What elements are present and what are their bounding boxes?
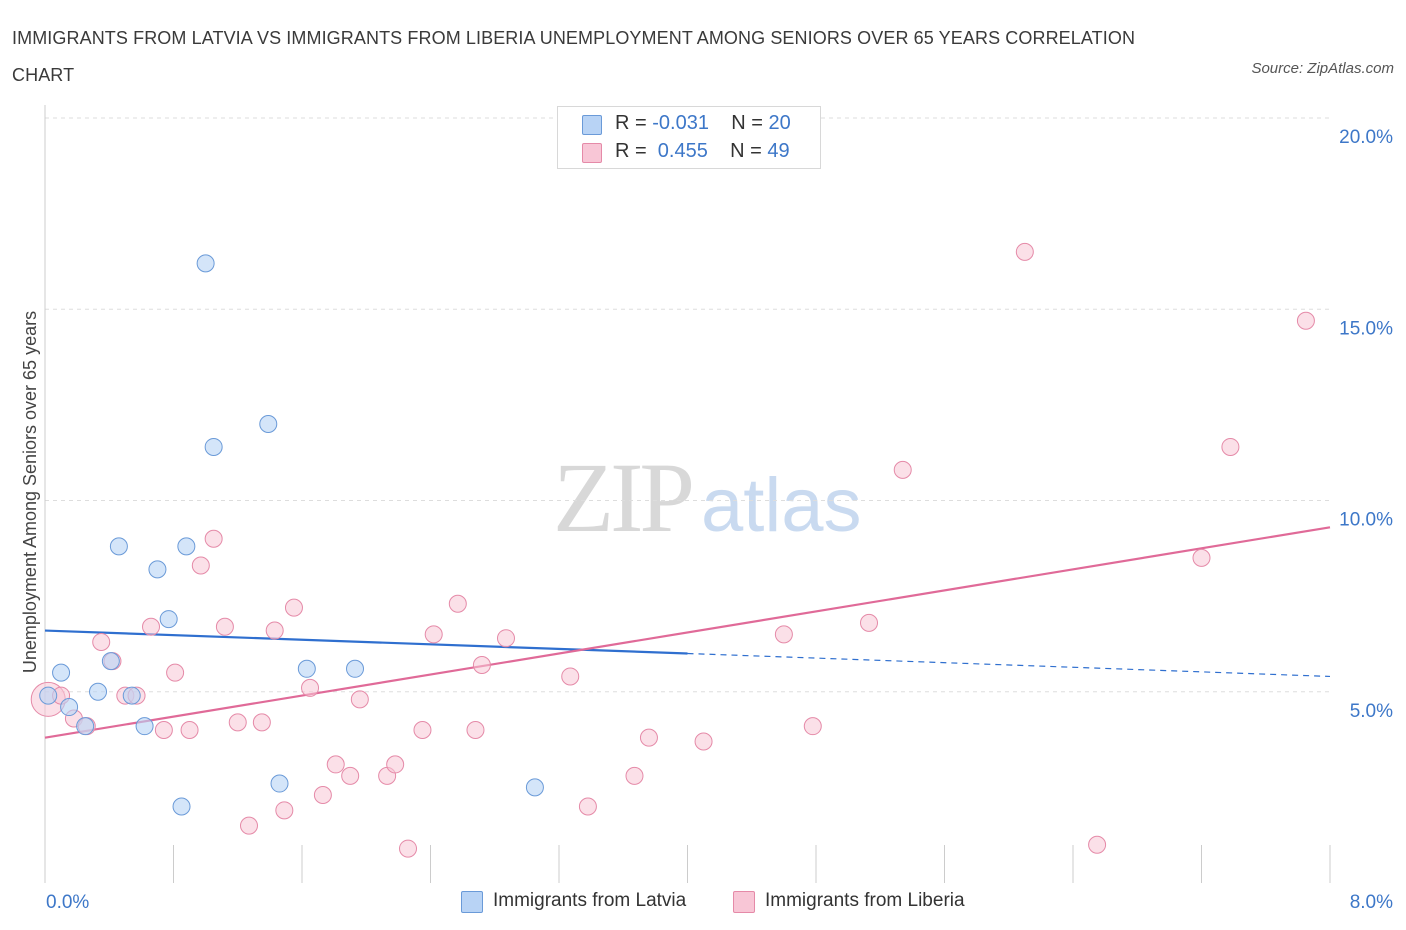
data-points [30, 242, 1315, 858]
latvia-n-value: 20 [768, 112, 791, 134]
stats-legend: R = -0.031 N = 20 R = 0.455 N = 49 [557, 106, 821, 169]
liberia-point [191, 556, 210, 575]
liberia-point [204, 529, 223, 548]
latvia-point [204, 437, 223, 456]
latvia-point [76, 717, 95, 736]
latvia-point [525, 778, 544, 797]
watermark-atlas: atlas [701, 463, 862, 548]
liberia-point [350, 690, 369, 709]
liberia-point [448, 594, 467, 613]
latvia-trend-line-extension [687, 652, 1331, 678]
chart-title: IMMIGRANTS FROM LATVIA VS IMMIGRANTS FRO… [12, 28, 1136, 85]
liberia-point [1015, 242, 1034, 261]
y-axis-label: Unemployment Among Seniors over 65 years [20, 311, 40, 673]
liberia-point [496, 629, 515, 648]
liberia-point [694, 732, 713, 751]
latvia-point [172, 797, 191, 816]
latvia-point [159, 610, 178, 629]
watermark: ZIP atlas [553, 440, 862, 555]
latvia-r-value: -0.031 [652, 112, 709, 134]
liberia-point [893, 460, 912, 479]
liberia-point [166, 663, 185, 682]
liberia-point [215, 617, 234, 636]
liberia-r-value: 0.455 [652, 140, 708, 162]
liberia-point [228, 713, 247, 732]
grid-lines [45, 117, 1330, 693]
tick-labels: 5.0% 10.0% 15.0% 20.0% 0.0% 8.0% Unemployment … [20, 127, 1393, 913]
legend-latvia-label: Immigrants from Latvia [493, 890, 687, 911]
latvia-point [122, 686, 141, 705]
liberia-point [142, 617, 161, 636]
liberia-point [180, 721, 199, 739]
liberia-point [424, 625, 443, 644]
latvia-point [39, 686, 58, 705]
liberia-point [284, 598, 303, 617]
legend-latvia-swatch [461, 891, 483, 913]
latvia-swatch [582, 115, 602, 135]
x-tick-label: 0.0% [46, 892, 89, 913]
latvia-point [270, 774, 289, 793]
y-tick-label: 5.0% [1350, 701, 1393, 722]
y-tick-label: 10.0% [1339, 510, 1393, 531]
axes [44, 105, 1331, 883]
liberia-point [639, 728, 658, 747]
legend-liberia-swatch [733, 891, 755, 913]
legend-liberia-label: Immigrants from Liberia [765, 890, 965, 911]
liberia-point [472, 655, 491, 674]
latvia-point [60, 698, 79, 717]
liberia-swatch [582, 143, 602, 163]
latvia-point [346, 659, 365, 678]
liberia-point [265, 621, 284, 640]
liberia-point [803, 717, 822, 736]
y-tick-label: 20.0% [1339, 127, 1393, 148]
watermark-zip: ZIP [553, 442, 695, 553]
liberia-point [275, 801, 294, 820]
liberia-point [301, 678, 320, 697]
latvia-point [135, 717, 154, 736]
x-tick-label: 8.0% [1350, 892, 1393, 913]
liberia-point [1088, 835, 1107, 854]
liberia-point [399, 839, 418, 858]
latvia-point [89, 682, 108, 701]
latvia-point [177, 537, 196, 556]
latvia-point [196, 254, 215, 273]
liberia-n-label: N = [730, 140, 768, 162]
liberia-point [154, 721, 173, 739]
liberia-r-label: R = [615, 140, 653, 162]
latvia-r-label: R = [615, 112, 653, 134]
latvia-point [148, 560, 167, 579]
latvia-point [109, 537, 128, 556]
liberia-point [341, 766, 360, 785]
liberia-n-value: 49 [767, 140, 790, 162]
liberia-point [252, 713, 271, 732]
liberia-point [625, 766, 644, 785]
liberia-point [578, 797, 597, 816]
liberia-point [561, 667, 580, 686]
latvia-point [52, 663, 71, 682]
liberia-point [239, 816, 258, 835]
liberia-point [313, 786, 332, 805]
liberia-point [774, 625, 793, 644]
liberia-point [1192, 548, 1211, 567]
liberia-point [386, 755, 405, 774]
source-label: Source: ZipAtlas.com [1251, 60, 1394, 77]
liberia-point [326, 755, 345, 774]
latvia-point [101, 652, 120, 671]
liberia-point [92, 633, 111, 652]
latvia-point [259, 415, 278, 433]
liberia-point [1296, 311, 1315, 330]
liberia-point [860, 613, 879, 632]
latvia-n-label: N = [731, 112, 769, 134]
latvia-trend-line [44, 629, 688, 655]
liberia-point [413, 721, 432, 739]
liberia-trend-line [44, 526, 1331, 739]
liberia-point [1221, 437, 1240, 456]
liberia-point [466, 721, 485, 739]
y-tick-label: 15.0% [1339, 318, 1393, 339]
trend-lines [44, 526, 1331, 739]
latvia-point [297, 659, 316, 678]
